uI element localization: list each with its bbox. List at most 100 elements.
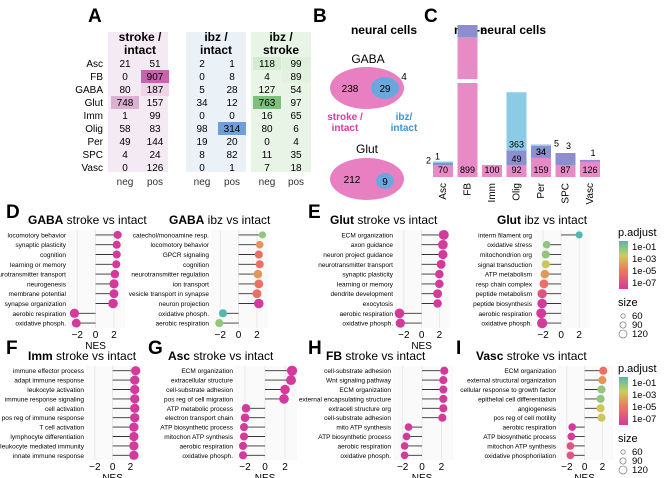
term-label: adapt immune response	[14, 378, 84, 385]
sub-header: neg	[259, 177, 276, 188]
table-cell: 80	[261, 124, 273, 135]
venn-panel-title: neural cells	[351, 23, 417, 37]
venn-right-label-2: intact	[391, 123, 418, 134]
bar-category-label: Olig	[512, 183, 523, 201]
bar-value-label: 126	[582, 165, 597, 175]
nes-point	[395, 318, 405, 328]
table-cell: 5	[199, 85, 205, 96]
x-tick-label: −2	[561, 462, 573, 473]
nes-point	[238, 451, 248, 460]
nes-point	[439, 394, 448, 403]
term-label: neurotransmitter transport	[0, 272, 66, 279]
dotplot-glut-stroke-vs-intact: Glut stroke vs intact −2 0 2 NES ECM organiza…	[318, 213, 450, 352]
x-tick-label: 0	[236, 330, 242, 341]
row-label: Vasc	[82, 163, 104, 174]
bar-category-label: SPC	[561, 183, 572, 204]
nes-point	[400, 451, 409, 460]
x-tick-label: −2	[239, 462, 251, 473]
dotplot-title: Vasc stroke vs intact	[476, 349, 587, 363]
term-label: external structural organization	[467, 378, 556, 385]
term-label: cell-substrate adhesion	[166, 387, 233, 394]
table-cell: 8	[199, 150, 205, 161]
nes-point	[130, 375, 140, 385]
nes-point	[130, 394, 140, 404]
nes-point	[286, 365, 298, 376]
bar-overlap	[531, 145, 551, 158]
term-label: neurotransmitter regulation	[131, 272, 209, 279]
nes-point	[435, 269, 444, 279]
term-label: axon guidance	[351, 242, 394, 249]
size-tick-label: 90	[632, 320, 643, 331]
term-label: cell-substrate adhesion	[324, 415, 391, 422]
dotplot-gaba-ibz-vs-intact: GABA ibz vs intact −2 0 2 catechol/monoamine…	[129, 213, 271, 341]
nes-point	[129, 441, 139, 451]
term-label: ECM organization	[181, 368, 233, 375]
venn-gaba-title: GABA	[351, 52, 384, 66]
x-axis-label: NES	[255, 473, 276, 478]
nes-point	[438, 229, 449, 240]
bar-category-label: Imm	[487, 183, 498, 202]
venn-gaba-ibz-circle	[371, 77, 399, 99]
padj-tick-label: 1e-03	[632, 254, 656, 265]
term-label: locomotory behavior	[150, 242, 209, 249]
term-label: ATP biosynthetic process	[318, 434, 391, 441]
dotplot-glut-ibz-vs-intact: Glut ibz vs intact −2 0 2 interm filament or…	[473, 213, 590, 341]
term-label: oxidative stress	[487, 242, 533, 249]
nes-point	[253, 269, 263, 279]
term-label: peptide metabolism	[476, 291, 532, 298]
x-tick-label: 0	[582, 462, 588, 473]
x-tick-label: 0	[558, 330, 564, 341]
bar-value-label: 34	[536, 147, 546, 157]
nes-point	[597, 385, 606, 394]
term-label: learning or memory	[10, 262, 67, 269]
nes-point	[433, 299, 442, 308]
term-label: learning or memory	[337, 281, 394, 288]
table-cell: 0	[122, 163, 128, 174]
bar-stroke-intact	[457, 37, 478, 177]
term-label: mito ATP synthesis	[336, 425, 391, 432]
table-cell: 89	[290, 72, 302, 83]
term-label: cellular response to growth factor	[460, 387, 557, 394]
sub-header: pos	[288, 177, 304, 188]
padj-legend-title: p.adjust	[618, 363, 657, 375]
padj-tick-label: 1e-07	[632, 414, 656, 425]
bar-value-label: 70	[438, 165, 448, 175]
bar-value-label: 8	[482, 26, 487, 36]
dotplot-title: Imm stroke vs intact	[28, 349, 137, 363]
term-label: pos reg of cell migration	[164, 396, 233, 403]
table-cell: 65	[290, 111, 302, 122]
size-legend-circle	[620, 449, 626, 455]
term-label: external encapsulating structure	[299, 396, 392, 403]
term-label: pos reg of immune response	[2, 415, 85, 422]
nes-point	[438, 249, 448, 260]
x-tick-label: 0	[419, 330, 425, 341]
table-cell: 1	[122, 111, 128, 122]
bar-overlap	[555, 153, 576, 165]
x-tick-label: 0	[262, 462, 268, 473]
cell-highlight	[141, 70, 169, 83]
bar-ibz-intact	[531, 144, 551, 146]
size-tick-label: 60	[632, 311, 643, 322]
venn-left-label: stroke /	[327, 112, 363, 123]
size-legend-circle	[618, 329, 628, 339]
panel-label-f: F	[6, 338, 18, 359]
x-tick-label: −2	[397, 462, 409, 473]
nes-point	[241, 404, 251, 413]
term-label: mitochondrion org	[480, 252, 532, 259]
table-cell: 34	[196, 98, 208, 109]
column-header-ibz-intact-2: intact	[200, 43, 232, 57]
panel-label-d: D	[6, 202, 20, 223]
nes-point	[130, 413, 140, 423]
padj-tick-label: 1e-01	[632, 378, 656, 389]
bar-overlap	[506, 150, 527, 165]
size-tick-label: 60	[632, 447, 643, 458]
term-label: innate immune response	[13, 453, 85, 460]
nes-point	[130, 403, 140, 413]
row-label: Olig	[85, 124, 103, 135]
x-axis-label: NES	[574, 473, 595, 478]
x-tick-label: −2	[89, 462, 101, 473]
row-label: Imm	[84, 111, 103, 122]
term-label: ATP biosynthetic process	[483, 434, 556, 441]
x-tick-label: 2	[437, 330, 443, 341]
table-cell: 51	[149, 59, 161, 70]
